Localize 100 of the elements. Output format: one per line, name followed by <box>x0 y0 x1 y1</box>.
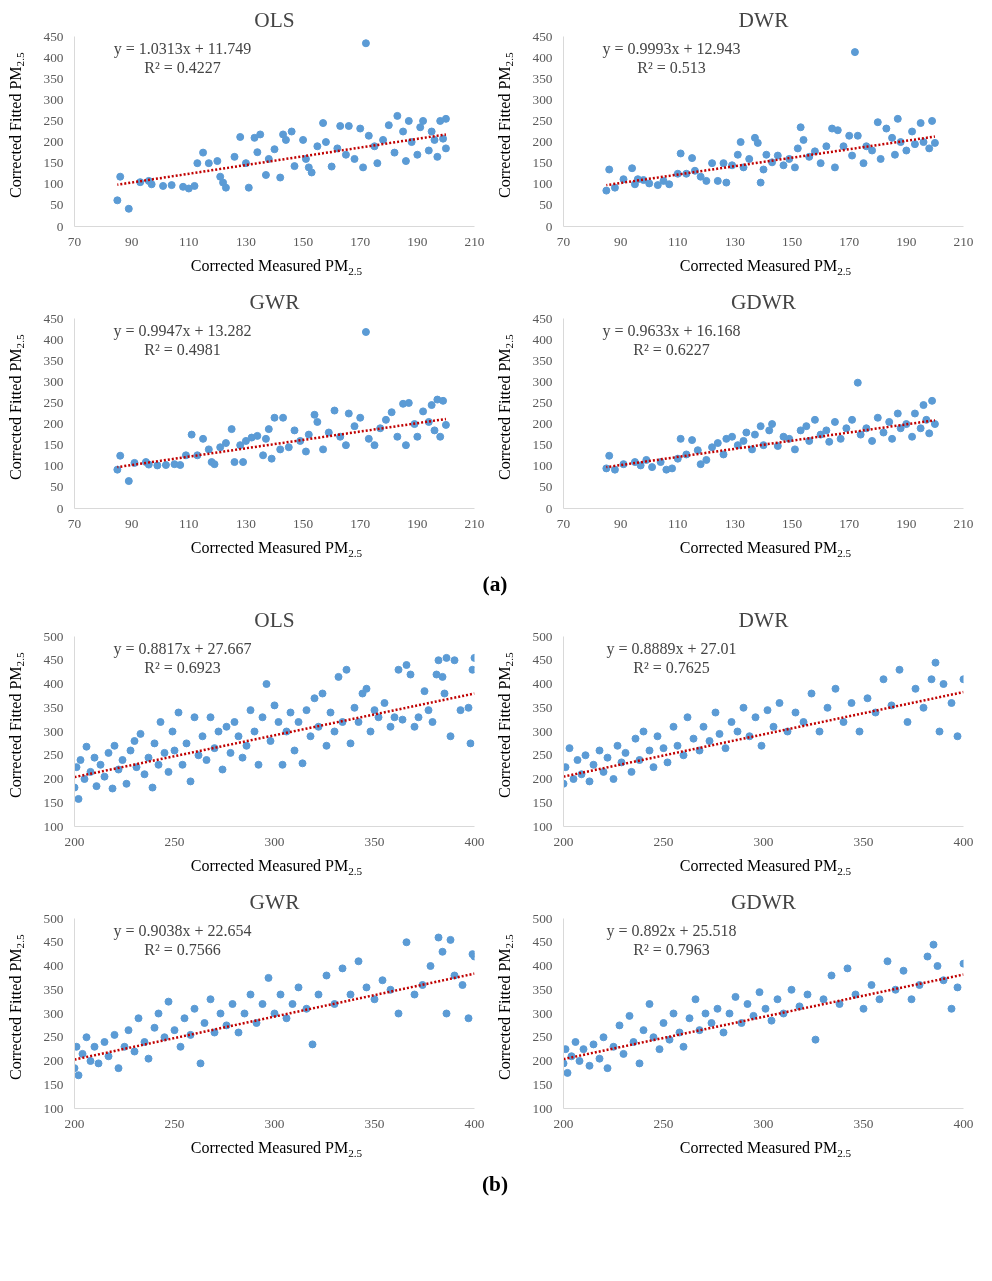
y-tick-label: 350 <box>532 699 553 715</box>
x-tick-label: 170 <box>839 233 860 249</box>
y-tick-label: 300 <box>43 723 64 739</box>
annotation: R² = 0.513 <box>637 59 706 77</box>
x-axis-title: Corrected Measured PM$_{2.5}$ <box>190 256 363 280</box>
y-tick-label: 450 <box>43 652 64 668</box>
x-tick-label: 170 <box>350 233 371 249</box>
y-tick-label: 150 <box>43 1076 64 1092</box>
annotation: y = 0.9038x + 22.654 <box>113 922 252 941</box>
x-tick-label: 110 <box>179 515 199 531</box>
x-axis-title: Corrected Measured PM$_{2.5}$ <box>190 1138 363 1162</box>
x-tick-label: 130 <box>235 233 257 249</box>
y-tick-label: 400 <box>43 49 64 65</box>
y-tick-label: 350 <box>532 70 553 86</box>
x-tick-label: 110 <box>668 515 688 531</box>
annotation: y = 0.892x + 25.518 <box>606 922 737 941</box>
y-tick-label: 150 <box>43 437 64 453</box>
y-tick-label: 450 <box>43 28 64 44</box>
x-tick-label: 400 <box>464 1115 485 1131</box>
y-tick-label: 200 <box>532 771 553 786</box>
annotation: R² = 0.4227 <box>144 59 221 77</box>
y-tick-label: 450 <box>532 934 553 950</box>
x-tick-label: 300 <box>264 1115 285 1131</box>
y-tick-label: 100 <box>532 458 553 474</box>
y-tick-label: 0 <box>56 500 64 516</box>
x-tick-label: 170 <box>350 515 371 531</box>
y-tick-label: 450 <box>43 310 64 326</box>
x-tick-label: 300 <box>264 833 285 849</box>
x-tick-label: 150 <box>293 515 314 531</box>
x-axis-title: Corrected Measured PM$_{2.5}$ <box>679 856 852 880</box>
x-tick-label: 210 <box>953 515 974 531</box>
x-tick-label: 70 <box>556 233 571 249</box>
x-tick-label: 300 <box>753 833 774 849</box>
y-tick-label: 300 <box>532 1005 553 1021</box>
y-tick-label: 350 <box>43 981 64 997</box>
y-tick-label: 350 <box>532 352 553 368</box>
x-axis-title: Corrected Measured PM$_{2.5}$ <box>679 538 852 562</box>
y-tick-label: 150 <box>532 794 553 810</box>
y-tick-label: 100 <box>532 818 553 834</box>
x-tick-label: 190 <box>896 515 917 531</box>
y-tick-label: 450 <box>532 652 553 668</box>
y-tick-label: 400 <box>532 331 553 347</box>
chart-title: OLS <box>254 607 295 632</box>
y-tick-label: 150 <box>43 794 64 810</box>
x-tick-label: 130 <box>724 233 746 249</box>
x-tick-label: 70 <box>67 233 82 249</box>
y-tick-label: 100 <box>43 818 64 834</box>
x-tick-label: 350 <box>853 1115 874 1131</box>
chart-title: GWR <box>249 289 301 314</box>
y-tick-label: 500 <box>532 910 553 926</box>
x-tick-label: 110 <box>179 233 199 249</box>
x-tick-label: 130 <box>235 515 257 531</box>
annotation: y = 0.9947x + 13.282 <box>113 322 252 341</box>
y-tick-label: 150 <box>532 437 553 453</box>
y-tick-label: 450 <box>43 934 64 950</box>
annotation: R² = 0.7566 <box>144 941 221 959</box>
text: (a) <box>482 572 508 596</box>
y-tick-label: 50 <box>539 479 553 495</box>
x-tick-label: 130 <box>724 515 746 531</box>
y-tick-label: 300 <box>532 373 553 389</box>
y-tick-label: 250 <box>43 747 64 763</box>
y-tick-label: 250 <box>43 1029 64 1045</box>
x-axis-title: Corrected Measured PM$_{2.5}$ <box>679 256 852 280</box>
y-tick-label: 50 <box>539 197 553 213</box>
y-tick-label: 400 <box>532 958 553 973</box>
y-tick-label: 250 <box>532 394 553 410</box>
x-tick-label: 400 <box>953 1115 974 1131</box>
y-tick-label: 300 <box>43 1005 64 1021</box>
y-tick-label: 250 <box>532 1029 553 1045</box>
y-tick-label: 300 <box>532 723 553 739</box>
y-tick-label: 200 <box>532 416 553 432</box>
x-tick-label: 150 <box>782 515 803 531</box>
annotation: y = 1.0313x + 11.749 <box>113 40 252 59</box>
y-tick-label: 500 <box>43 628 64 644</box>
x-tick-label: 350 <box>853 833 874 849</box>
y-tick-label: 50 <box>50 479 64 495</box>
y-tick-label: 50 <box>50 197 64 213</box>
x-tick-label: 90 <box>124 515 139 531</box>
chart-title: GDWR <box>730 289 797 314</box>
y-tick-label: 350 <box>43 70 64 86</box>
annotation: R² = 0.7963 <box>633 941 710 959</box>
y-tick-label: 450 <box>532 310 553 326</box>
x-tick-label: 250 <box>653 1115 674 1131</box>
y-tick-label: 150 <box>532 155 553 171</box>
x-tick-label: 250 <box>653 833 674 849</box>
annotation: y = 0.8889x + 27.01 <box>606 640 737 659</box>
x-tick-label: 90 <box>124 233 139 249</box>
text: (b) <box>481 1172 509 1196</box>
y-tick-label: 200 <box>532 134 553 150</box>
y-tick-label: 250 <box>43 112 64 128</box>
y-tick-label: 400 <box>43 676 64 691</box>
x-axis-title: Corrected Measured PM$_{2.5}$ <box>190 538 363 562</box>
y-tick-label: 400 <box>532 676 553 691</box>
annotation: R² = 0.6227 <box>633 341 710 359</box>
y-tick-label: 300 <box>532 91 553 107</box>
chart-title: GDWR <box>730 889 797 914</box>
annotation: R² = 0.6923 <box>144 659 221 677</box>
x-tick-label: 90 <box>613 233 628 249</box>
annotation: R² = 0.4981 <box>144 341 221 359</box>
x-tick-label: 350 <box>364 833 385 849</box>
